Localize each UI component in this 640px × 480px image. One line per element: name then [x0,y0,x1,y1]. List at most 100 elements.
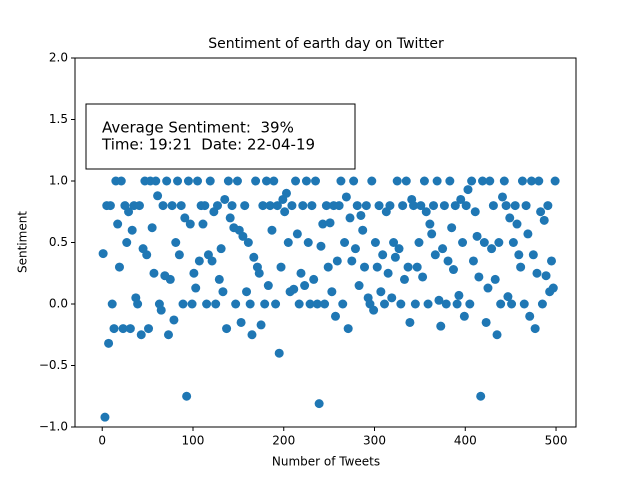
y-tick-label: 0.0 [49,297,68,311]
point [539,215,549,225]
point [187,299,197,309]
point [398,201,408,211]
point [156,305,166,315]
point [427,229,437,239]
point [505,213,515,223]
point [182,391,192,401]
point [194,256,204,266]
point [280,207,290,217]
x-axis-label: Number of Tweets [272,455,380,469]
point [191,283,201,293]
point [276,262,286,272]
point [267,225,277,235]
point [149,268,159,278]
point [269,176,279,186]
point [258,201,268,211]
point [151,176,161,186]
point [394,244,404,254]
point [546,256,556,266]
point [379,299,389,309]
point [508,238,518,247]
point [541,271,551,281]
y-tick-label: 0.5 [49,235,68,249]
point [425,219,435,229]
point [436,321,446,331]
point [389,238,399,247]
point [185,219,195,229]
point [300,281,310,291]
point [456,194,466,204]
x-tick-label: 0 [98,434,106,448]
point [178,299,188,309]
point [445,176,455,186]
point [305,299,315,309]
point [153,191,163,201]
point [124,207,134,217]
point [254,268,264,278]
point [488,201,498,211]
point [312,299,322,309]
point [338,299,348,309]
point [265,201,275,211]
y-axis-label: Sentiment [16,211,30,273]
point [180,213,190,223]
point [163,330,173,340]
point [501,201,511,211]
point [113,219,123,229]
point [443,256,453,266]
point [485,176,495,186]
point [262,176,272,186]
point [320,299,330,309]
point [345,213,355,223]
point [165,274,175,284]
y-tick-label: 2.0 [49,51,68,65]
y-tick-label: −1.0 [39,420,68,434]
point [281,188,291,198]
point [423,299,433,309]
annotation-box [85,103,356,170]
point [222,324,232,334]
point [193,176,203,186]
point [461,201,471,211]
point [289,284,299,294]
point [478,176,488,186]
point [479,238,489,247]
point [158,201,168,211]
point [247,330,257,340]
point [189,268,199,278]
point [487,244,497,254]
point [347,256,357,266]
point [356,210,366,220]
point [474,272,484,282]
point [125,324,135,334]
point [452,299,462,309]
point [142,250,152,260]
point [309,274,319,284]
point [133,299,143,309]
point [171,238,181,247]
x-tick-label: 300 [363,434,386,448]
point [358,225,368,235]
point [392,176,402,186]
point [503,292,513,302]
point [332,256,342,266]
point [260,299,270,309]
point [537,299,547,309]
point [211,299,221,309]
point [410,299,420,309]
point [463,185,473,195]
point [334,201,344,211]
point [218,287,228,297]
point [521,201,531,211]
point [118,324,128,334]
point [212,201,222,211]
point [325,218,335,228]
point [109,324,119,334]
point [532,268,542,278]
point [294,299,304,309]
point [223,176,233,186]
point [216,244,226,254]
point [318,219,328,229]
point [367,176,377,186]
